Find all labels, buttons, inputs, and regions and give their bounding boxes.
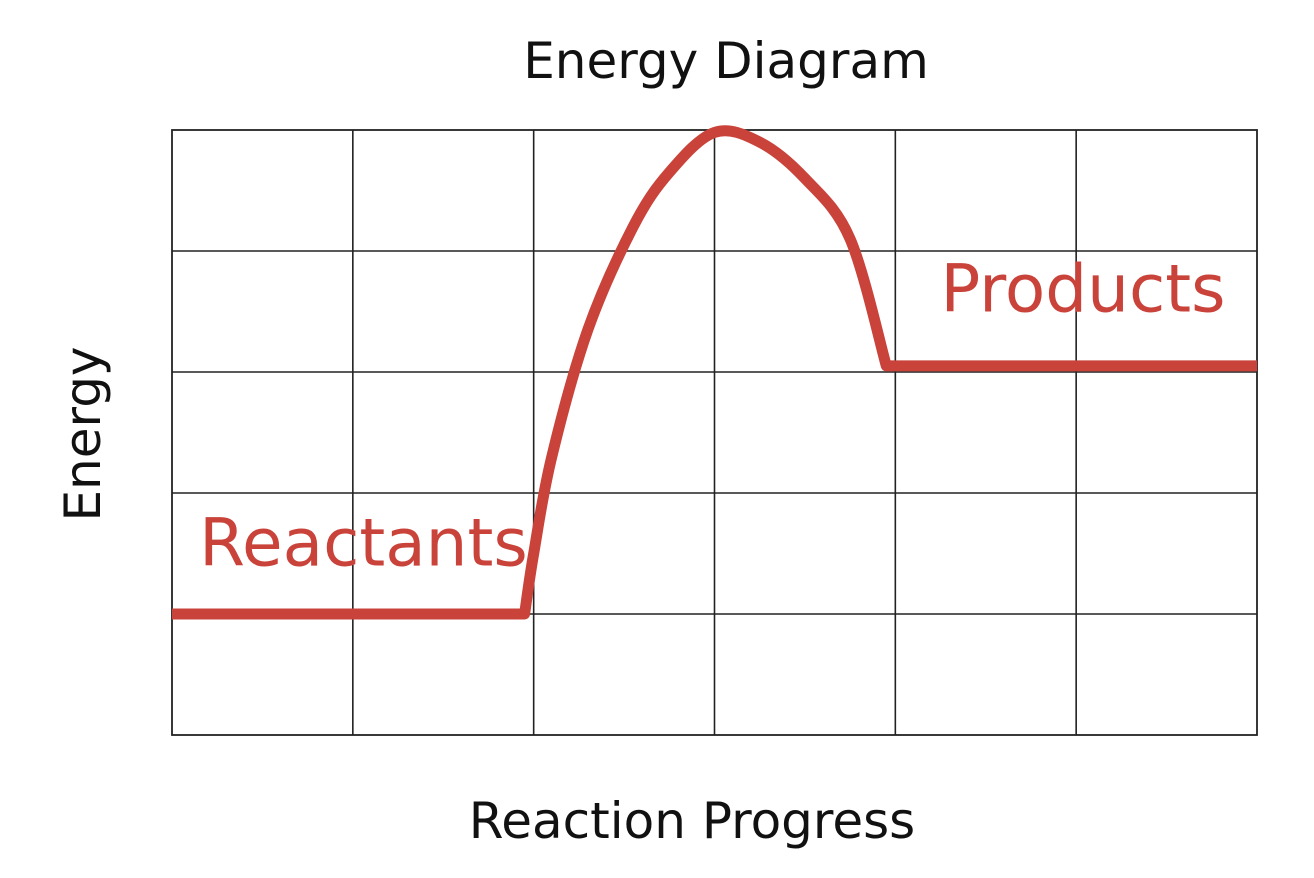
y-axis-label: Energy — [54, 346, 112, 521]
plot-grid — [172, 130, 1257, 735]
curve-annotations: Reactants Products — [199, 251, 1225, 582]
annotation-reactants: Reactants — [199, 505, 528, 582]
x-axis-label: Reaction Progress — [469, 792, 915, 850]
energy-curve — [172, 125, 1257, 620]
chart-title: Energy Diagram — [523, 32, 929, 90]
annotation-products: Products — [941, 251, 1226, 328]
